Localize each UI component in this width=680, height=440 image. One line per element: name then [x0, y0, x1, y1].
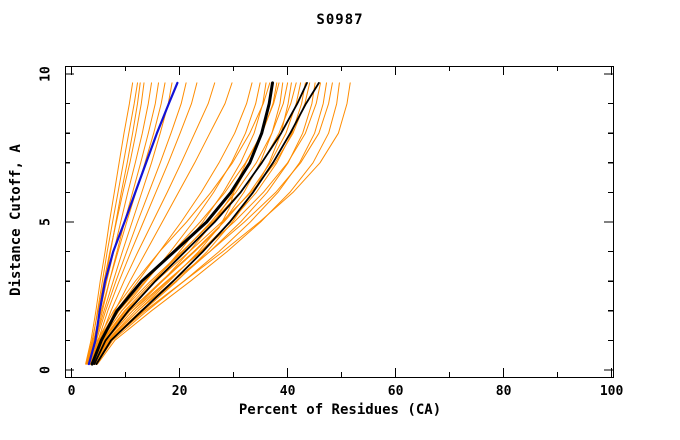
series-line-m29: [93, 82, 333, 365]
x-axis-label: Percent of Residues (CA): [238, 402, 442, 418]
chart-title: S0987: [316, 12, 364, 28]
x-tick-label: 80: [496, 384, 512, 399]
series-line-black3: [95, 82, 320, 366]
series-line-m09: [88, 82, 187, 365]
series-line-m20: [91, 82, 289, 365]
series-line-m01: [85, 82, 134, 365]
x-tick-label: 100: [600, 384, 624, 399]
series-line-m16: [89, 82, 271, 365]
x-tick-label: 60: [388, 384, 404, 399]
plot-frame: [64, 65, 615, 379]
series-line-black2: [93, 82, 308, 366]
series-line-blue: [87, 81, 179, 366]
x-tick-label: 0: [68, 384, 76, 399]
series-line-m28: [95, 82, 327, 365]
series-line-m10: [90, 82, 198, 365]
x-tick-label: 40: [280, 384, 296, 399]
series-line-m08: [87, 82, 173, 365]
series-line-black1: [90, 81, 274, 366]
series-line-m30: [97, 82, 340, 365]
y-tick-label: 10: [39, 66, 54, 82]
series-line-m15: [92, 82, 267, 365]
y-tick-label: 0: [39, 366, 54, 374]
x-tick-label: 20: [172, 384, 188, 399]
y-tick-label: 5: [39, 218, 54, 226]
series-line-m27: [92, 82, 321, 365]
y-axis-label: Distance Cutoff, A: [8, 144, 24, 296]
series-line-m22: [90, 82, 297, 365]
series-line-m11: [91, 82, 216, 365]
series-line-m31: [94, 82, 351, 365]
series-line-m04: [85, 82, 145, 365]
